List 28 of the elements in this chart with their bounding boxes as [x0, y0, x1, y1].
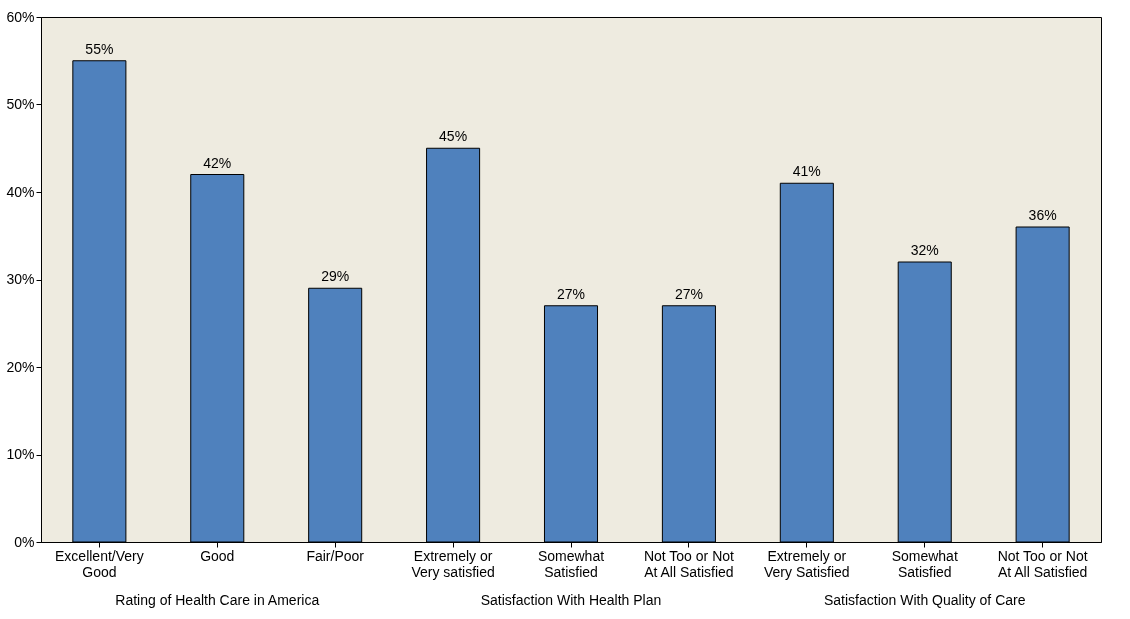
data-label: 29% [321, 268, 350, 285]
y-tick-label: 10% [6, 446, 35, 462]
data-label: 32% [910, 242, 939, 258]
text: Rating of Health Care in America [115, 592, 320, 608]
y-tick-label: 20% [6, 358, 35, 375]
data-label: 41% [792, 163, 821, 180]
x-tick-label: Extremely or Very satisfied [411, 547, 495, 580]
text: Satisfaction With Quality of Care [823, 592, 1026, 608]
data-label: 27% [556, 285, 586, 302]
y-tick-label: 30% [6, 271, 35, 287]
x-tick-label: Not Too or Not At All Satisfied [643, 547, 735, 580]
x-tick-label: Somewhat Satisfied [891, 547, 958, 580]
x-tick-label: Extremely or Very Satisfied [764, 547, 850, 580]
x-tick-label: Excellent/Very Good [55, 547, 144, 580]
x-tick-label: Fair/Poor [306, 547, 365, 564]
y-tick-label: 60% [6, 8, 35, 25]
y-tick-label: 0% [14, 533, 35, 550]
data-label: 36% [1028, 207, 1057, 223]
text: Satisfaction With Health Plan [480, 592, 662, 608]
y-tick-label: 50% [6, 96, 35, 112]
data-label: 27% [674, 285, 703, 302]
y-tick-label: 40% [6, 183, 35, 200]
x-tick-label: Good [200, 547, 235, 564]
x-tick-label: Not Too or Not At All Satisfied [997, 547, 1088, 580]
x-tick-label: Somewhat Satisfied [537, 547, 605, 580]
data-label: 45% [439, 128, 468, 145]
data-label: 42% [203, 154, 232, 171]
data-label: 55% [85, 40, 114, 57]
